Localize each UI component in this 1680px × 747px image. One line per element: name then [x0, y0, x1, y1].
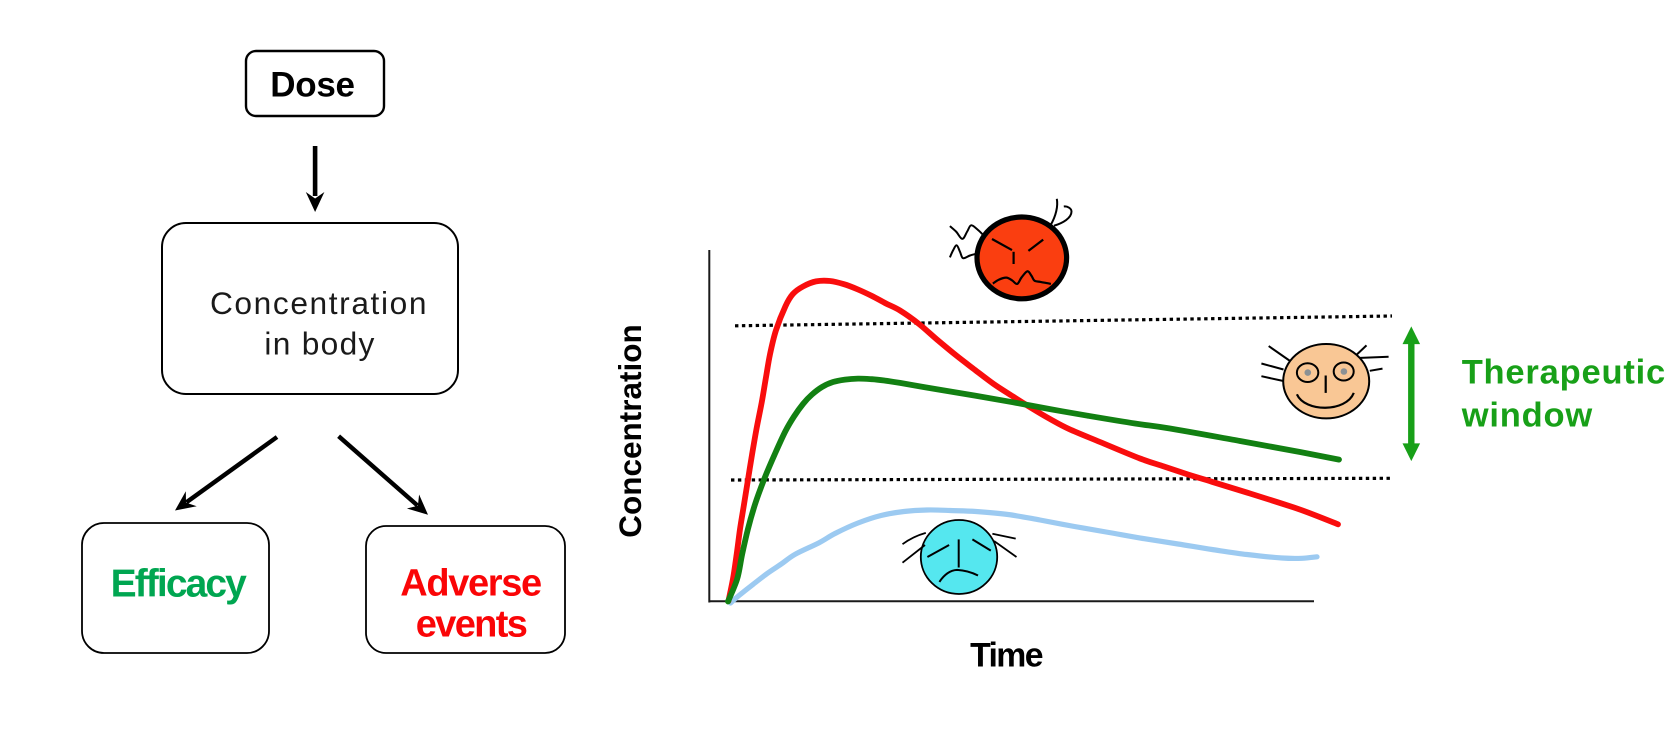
svg-text:Concentration: Concentration: [612, 324, 648, 538]
svg-text:events: events: [416, 604, 527, 646]
svg-text:in body: in body: [264, 325, 375, 361]
svg-text:Time: Time: [970, 637, 1043, 675]
svg-text:Adverse: Adverse: [400, 562, 541, 604]
svg-text:Concentration: Concentration: [210, 285, 428, 321]
svg-text:Therapeutic: Therapeutic: [1462, 354, 1666, 392]
svg-text:window: window: [1461, 397, 1593, 435]
svg-text:Efficacy: Efficacy: [111, 562, 248, 605]
svg-text:Dose: Dose: [270, 66, 354, 105]
